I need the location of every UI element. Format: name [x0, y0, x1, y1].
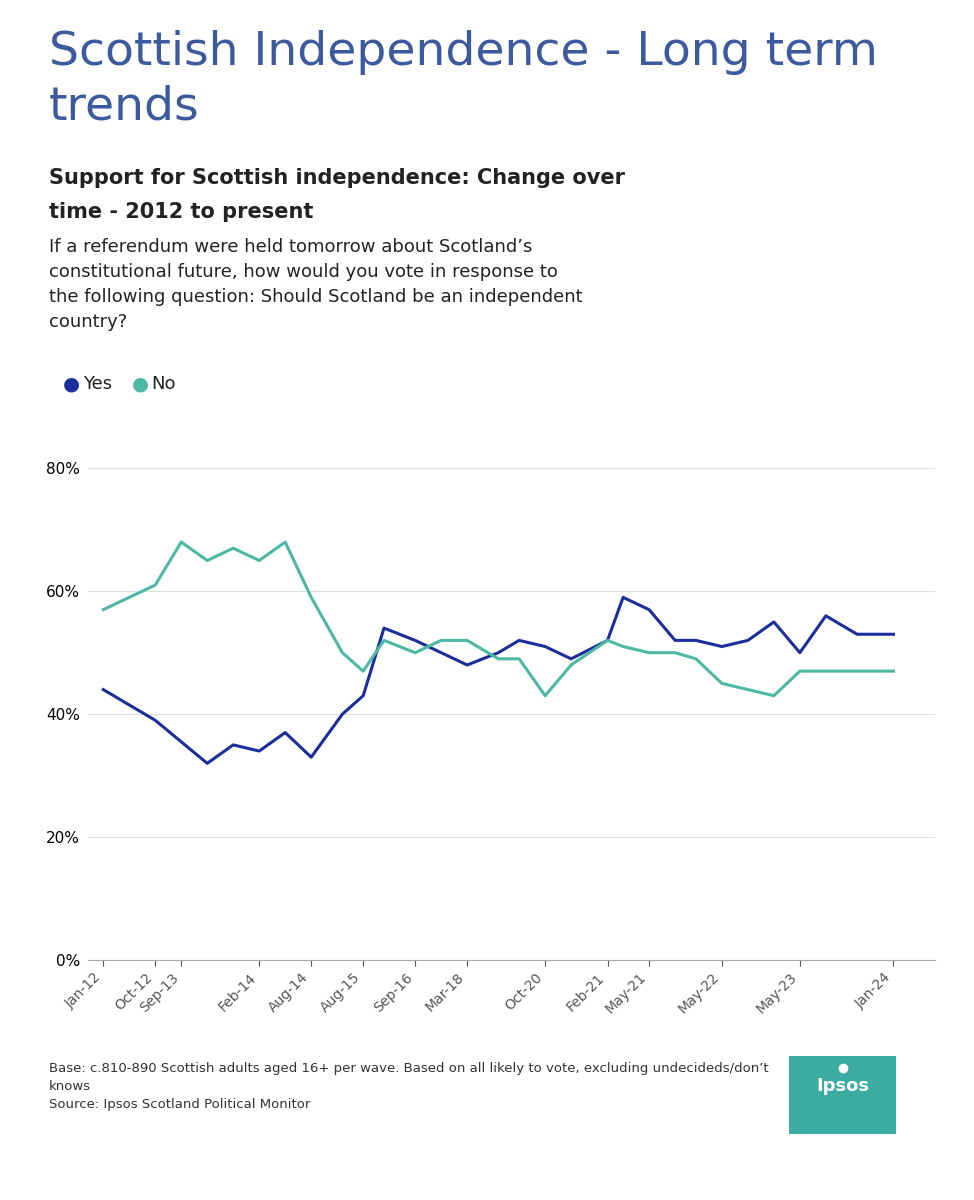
Text: ●: ● — [63, 374, 80, 394]
Text: Support for Scottish independence: Change over: Support for Scottish independence: Chang… — [49, 168, 624, 188]
Text: No: No — [151, 374, 175, 392]
Text: Ipsos: Ipsos — [816, 1076, 869, 1094]
Text: ●: ● — [131, 374, 148, 394]
Text: Yes: Yes — [83, 374, 112, 392]
Text: time - 2012 to present: time - 2012 to present — [49, 202, 313, 222]
Text: Scottish Independence - Long term: Scottish Independence - Long term — [49, 30, 878, 74]
Text: Base: c.810-890 Scottish adults aged 16+ per wave. Based on all likely to vote, : Base: c.810-890 Scottish adults aged 16+… — [49, 1062, 768, 1111]
Text: trends: trends — [49, 84, 200, 128]
Text: If a referendum were held tomorrow about Scotland’s
constitutional future, how w: If a referendum were held tomorrow about… — [49, 238, 582, 330]
